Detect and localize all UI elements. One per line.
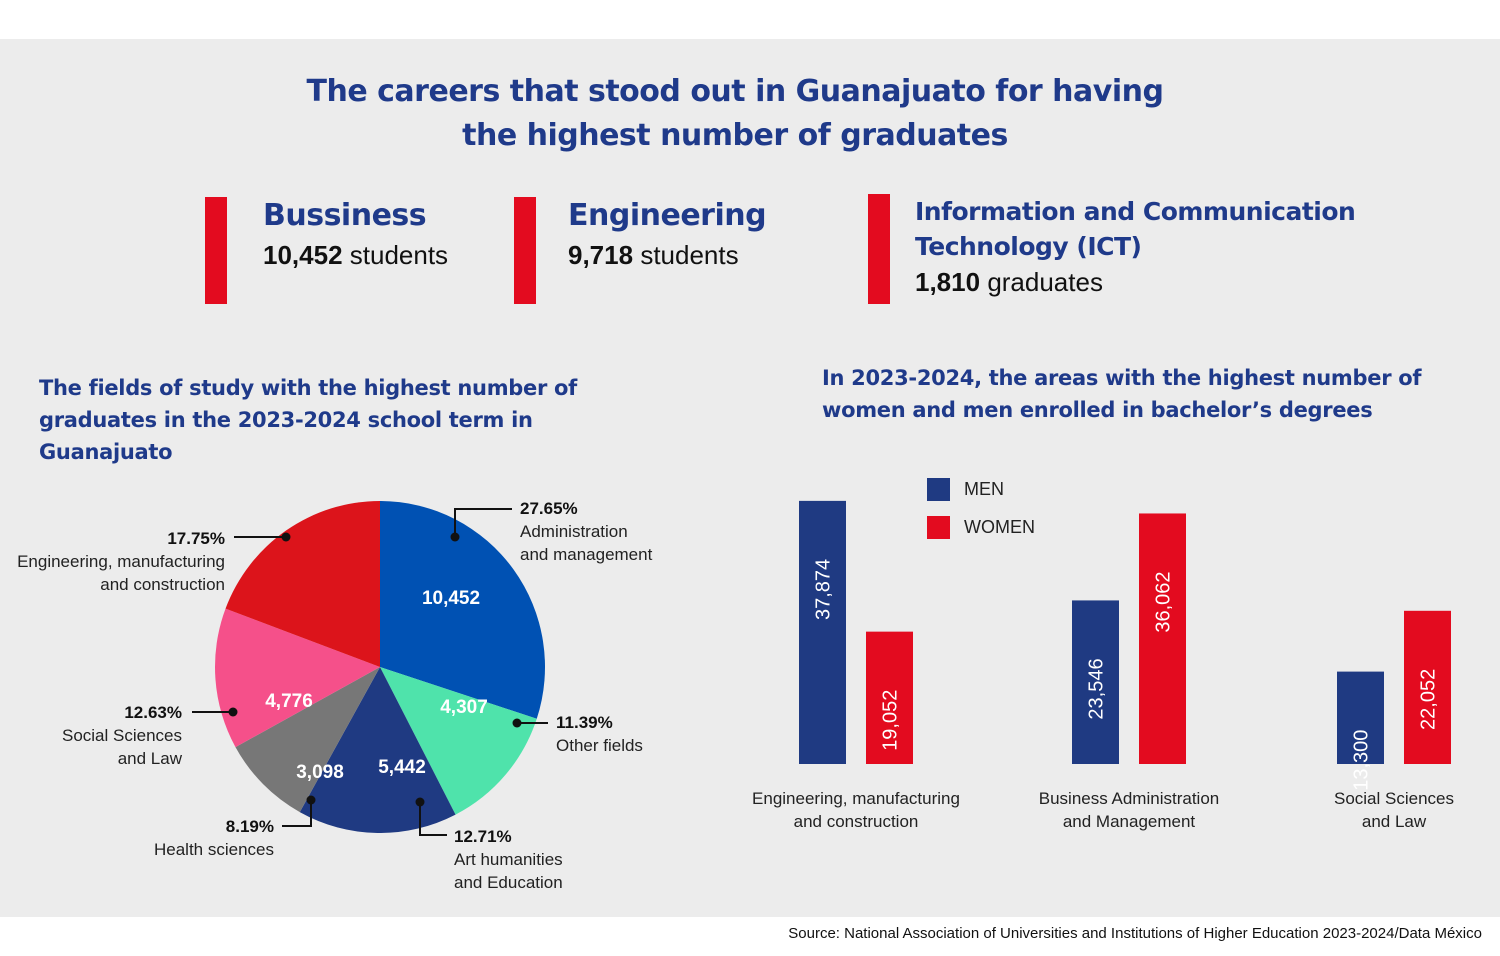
slice-category-label: Social Sciences <box>62 726 182 745</box>
men-bar <box>1337 671 1384 764</box>
pie-slice <box>225 501 380 667</box>
slice-category-label: and Law <box>118 749 183 768</box>
slice-percent-label: 17.75% <box>167 529 225 548</box>
leader-dot <box>228 707 238 717</box>
slice-category-label: and management <box>520 545 653 564</box>
pie-title-line: The fields of study with the highest num… <box>39 376 577 400</box>
leader-line <box>282 800 312 827</box>
women-bar <box>1404 610 1451 764</box>
pie-slice <box>380 501 545 719</box>
slice-value-label: 4,776 <box>265 691 313 712</box>
highlight-unit: graduates <box>987 267 1103 297</box>
pie-slice <box>215 608 380 748</box>
slice-category-label: and Education <box>454 873 563 892</box>
women-bar <box>866 631 913 764</box>
slice-value-label: 10,452 <box>422 588 480 609</box>
pie-chart-title: The fields of study with the highest num… <box>39 372 577 468</box>
slice-category-label: Other fields <box>556 736 643 755</box>
bar-chart: 37,874 19,052 Engineering, manufacturing an… <box>752 478 1454 831</box>
leader-dot <box>450 532 460 542</box>
page-title-line-2: the highest number of graduates <box>462 118 1008 153</box>
category-label: and construction <box>794 812 919 831</box>
bar-value-label: 36,062 <box>1153 571 1175 632</box>
background-panel <box>0 39 1500 917</box>
highlight-value: 1,810 graduates <box>915 267 1103 298</box>
legend-swatch-women <box>927 516 950 539</box>
highlight-number: 10,452 <box>263 240 343 270</box>
pie-slice <box>235 667 380 813</box>
pie-title-line: graduates in the 2023-2024 school term i… <box>39 408 533 432</box>
pie-slice <box>380 667 537 815</box>
legend-swatch-men <box>927 478 950 501</box>
category-label: and Law <box>1362 812 1427 831</box>
category-label: Business Administration <box>1039 789 1219 808</box>
bar-title-line: women and men enrolled in bachelor’s deg… <box>822 398 1373 422</box>
slice-percent-label: 12.71% <box>454 827 512 846</box>
highlight-name: Engineering <box>568 198 767 233</box>
leader-dot <box>512 718 522 728</box>
accent-bar <box>205 197 227 304</box>
slice-category-label: Administration <box>520 522 628 541</box>
leader-dot <box>415 797 425 807</box>
women-bar <box>1139 513 1186 764</box>
slice-percent-label: 12.63% <box>124 703 182 722</box>
highlight-name-line: Technology (ICT) <box>915 232 1142 261</box>
bar-value-label: 37,874 <box>813 559 835 620</box>
slice-value-label: 5,442 <box>378 757 426 778</box>
men-bar <box>799 500 846 764</box>
slice-percent-label: 8.19% <box>226 817 274 836</box>
bar-title-line: In 2023-2024, the areas with the highest… <box>822 366 1422 390</box>
leader-line <box>454 508 512 537</box>
highlight-name: Bussiness <box>263 198 427 233</box>
bar-value-label: 19,052 <box>880 690 902 751</box>
bar-chart-title: In 2023-2024, the areas with the highest… <box>822 362 1422 426</box>
highlight-number: 1,810 <box>915 267 981 297</box>
page-title-line-1: The careers that stood out in Guanajuato… <box>306 74 1164 109</box>
slice-category-label: Health sciences <box>154 840 274 859</box>
legend-label: MEN <box>964 479 1004 499</box>
accent-bar <box>868 194 890 304</box>
slice-category-label: Engineering, manufacturing <box>17 552 225 571</box>
slice-percent-label: 27.65% <box>520 499 578 518</box>
source-note: Source: National Association of Universi… <box>788 925 1482 942</box>
category-label: Engineering, manufacturing <box>752 789 960 808</box>
highlight-name-line: Information and Communication <box>915 197 1356 226</box>
highlight-name: Information and Communication Technology… <box>915 194 1356 264</box>
slice-percent-label: 11.39% <box>556 713 613 732</box>
legend-label: WOMEN <box>964 517 1035 537</box>
page-title: The careers that stood out in Guanajuato… <box>0 70 1470 158</box>
highlight-value: 10,452 students <box>263 240 448 271</box>
slice-category-label: and construction <box>100 575 225 594</box>
highlight-number: 9,718 <box>568 240 634 270</box>
men-bar <box>1072 600 1119 764</box>
highlight-unit: students <box>349 240 449 270</box>
slice-value-label: 3,098 <box>296 762 344 783</box>
pie-slice <box>299 667 456 833</box>
leader-line <box>419 802 447 836</box>
highlight-value: 9,718 students <box>568 240 739 271</box>
accent-bar <box>514 197 536 304</box>
bar-value-label: 22,052 <box>1418 669 1440 730</box>
highlight-unit: students <box>640 240 739 270</box>
pie-chart: 10,452 27.65% Administration and management… <box>17 499 653 892</box>
category-label: Social Sciences <box>1334 789 1454 808</box>
bar-value-label: 23,546 <box>1086 658 1108 719</box>
category-label: and Management <box>1063 812 1196 831</box>
leader-dot <box>281 532 291 542</box>
leader-dot <box>306 795 316 805</box>
bar-value-label: 13,300 <box>1351 730 1373 791</box>
slice-value-label: 4,307 <box>440 697 488 718</box>
slice-category-label: Art humanities <box>454 850 563 869</box>
pie-title-line: Guanajuato <box>39 440 173 464</box>
